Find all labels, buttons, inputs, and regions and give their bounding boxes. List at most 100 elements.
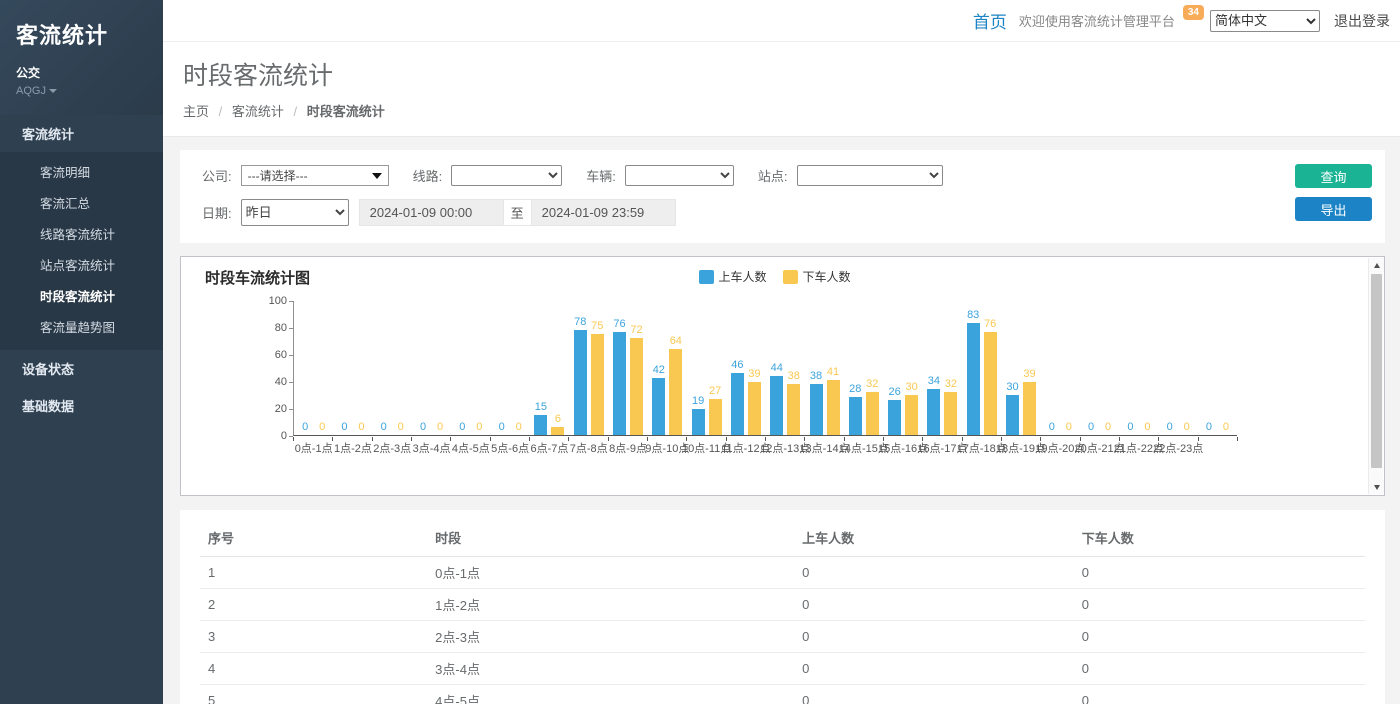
table-header-0: 序号 [200,519,428,557]
line-select[interactable] [451,165,563,186]
sidebar-section-2[interactable]: 基础数据 [22,399,75,414]
bar-下车人数 [1022,382,1036,435]
bar-slot: 76 [613,301,627,435]
bar-上车人数 [691,409,705,435]
table-cell: 1 [200,556,428,589]
bar-value-label: 30 [905,380,918,393]
chart-category: 76 72 8点-9点 [608,301,647,455]
breadcrumb-home[interactable]: 主页 [183,104,210,119]
x-axis-label: 20点-21点 [1074,443,1125,455]
bar-slot: 0 [1102,301,1115,435]
scroll-up-icon[interactable] [1369,258,1384,272]
line-label: 线路: [412,169,443,184]
sidebar-section-0[interactable]: 客流统计 [22,127,75,142]
bar-上车人数 [848,397,862,435]
sidebar-item-线路客流统计[interactable]: 线路客流统计 [40,228,116,242]
bar-slot: 0 [316,301,329,435]
sidebar-item-时段客流统计[interactable]: 时段客流统计 [40,290,116,304]
bar-slot: 0 [1062,301,1075,435]
bar-value-label: 0 [1144,421,1151,433]
bar-上车人数 [770,375,784,435]
vehicle-select[interactable] [624,165,734,186]
breadcrumb-section[interactable]: 客流统计 [231,104,284,119]
bar-value-label: 32 [944,377,958,390]
scroll-down-icon[interactable] [1369,480,1384,494]
breadcrumb-current: 时段客流统计 [306,104,385,119]
export-button[interactable]: 导出 [1295,197,1372,221]
bar-chart: 0 0 0点-1点 0 0 1点-2点 0 0 2点-3点 0 0 3点-4点 0 0 4点-5点 0 0 5点-… [181,291,1384,477]
sidebar-item-客流明细[interactable]: 客流明细 [40,166,91,180]
logo-area: 客流统计 公交 AQGJ [0,0,163,115]
query-button[interactable]: 查询 [1295,164,1372,188]
table-cell: 5 [200,684,428,704]
legend-item[interactable]: 上车人数 [698,268,767,285]
bar-slot: 0 [417,301,430,435]
table-cell: 0 [1073,588,1365,621]
home-link[interactable]: 首页 [972,13,1007,32]
bar-value-label: 0 [341,421,348,433]
chart-plot-area: 0 0 0点-1点 0 0 1点-2点 0 0 2点-3点 0 0 3点-4点 0 0 4点-5点 0 0 5点-… [293,301,1237,456]
x-axis-tick [883,437,884,441]
table-cell: 4点-5点 [427,684,795,704]
y-axis-tick [289,436,293,437]
legend-item[interactable]: 下车人数 [782,268,851,285]
y-axis-tick [289,409,293,410]
table-cell: 0点-1点 [427,556,795,589]
filter-panel: 公司: ---请选择--- 线路: 车辆: 站点: [180,150,1385,243]
user-dropdown[interactable]: AQGJ [16,85,149,97]
bar-slot: 28 [848,301,862,435]
x-axis-tick [1119,437,1120,441]
sidebar-section-1[interactable]: 设备状态 [22,362,75,377]
date-preset-select[interactable]: 昨日 [240,199,349,226]
bar-下车人数 [590,333,604,435]
bar-value-label: 32 [866,377,879,390]
scrollbar-thumb[interactable] [1371,274,1382,468]
chart-scrollbar[interactable] [1368,258,1384,494]
chart-category: 0 0 0点-1点 [294,301,333,455]
bar-slot: 0 [434,301,447,435]
sidebar-item-客流量趋势图[interactable]: 客流量趋势图 [40,321,116,335]
table-header-3: 下车人数 [1073,519,1365,557]
bar-value-label: 39 [748,368,761,381]
sidebar-item-站点客流统计[interactable]: 站点客流统计 [40,259,116,273]
org-label: 公交 [16,66,41,80]
company-select[interactable]: ---请选择--- [240,165,389,186]
bar-value-label: 0 [419,421,427,433]
side-menu: 客流统计客流明细客流汇总线路客流统计 站点客流统计 时段客流统计 客流量趋势图设备状态… [0,115,163,424]
table-cell: 4 [200,652,428,685]
sidebar-item-客流汇总[interactable]: 客流汇总 [40,197,91,211]
x-axis-tick [332,437,334,441]
bar-value-label: 34 [927,375,941,388]
date-range-separator: 至 [503,199,531,226]
chart-category: 26 30 15点-16点 [878,301,928,456]
date-from-input[interactable] [358,199,504,226]
bar-slot: 0 [495,301,508,435]
legend-label: 下车人数 [802,270,851,284]
bar-slot: 0 [1180,301,1193,435]
language-select[interactable]: 简体中文 [1210,9,1320,32]
bar-slot: 42 [652,301,666,435]
bar-value-label: 64 [669,334,682,347]
bar-value-label: 78 [574,315,587,328]
x-axis-label: 7点-8点 [569,443,608,455]
bar-下车人数 [865,391,879,435]
x-axis-tick [371,437,373,441]
chart-category: 0 0 2点-3点 [373,301,412,455]
chart-legend: 上车人数 下车人数 [698,268,866,285]
bar-slot: 0 [338,301,351,435]
breadcrumb: 主页 / 客流统计 / 时段客流统计 [183,101,1380,120]
bar-value-label: 0 [1048,421,1055,433]
x-axis-tick [1237,437,1238,441]
data-table-panel: 序号 时段 上车人数 下车人数 1 0点-1点 0 0 2 1点-2点 0 0 3 2点-3点 0 0 4 3点… [180,510,1385,704]
bar-value-label: 0 [476,421,483,433]
date-to-input[interactable] [530,199,676,226]
bar-value-label: 0 [459,421,466,433]
table-cell: 2 [200,588,428,621]
x-axis-label: 6点-7点 [530,443,569,455]
bar-slot: 15 [534,301,548,435]
logout-link[interactable]: 退出登录 [1334,12,1390,29]
station-select[interactable] [796,165,943,186]
dropdown-triangle-icon [371,172,382,179]
bar-下车人数 [983,332,997,435]
y-axis-tick-label: 100 [268,295,287,307]
